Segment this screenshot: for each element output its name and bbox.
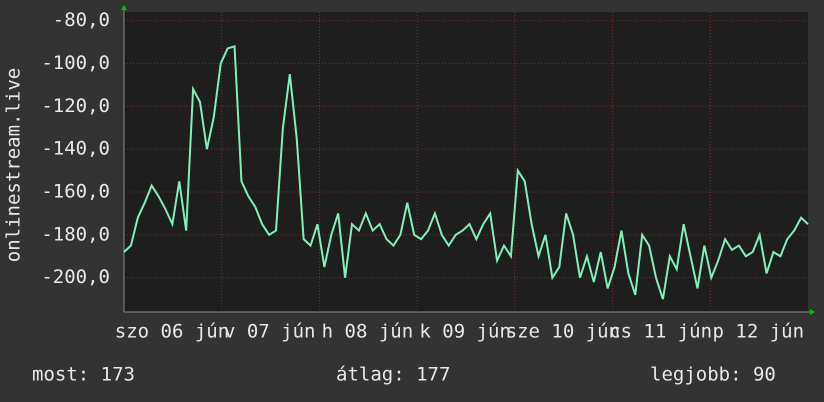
y-tick-label: -120,0	[41, 95, 110, 117]
x-tick-label: szo 06 jún	[115, 321, 229, 343]
y-axis-arrow	[121, 5, 127, 10]
x-tick-label: v 07 jún	[224, 321, 316, 343]
plot-area	[124, 12, 808, 312]
footer-best: legjobb: 90	[650, 364, 776, 386]
data-line	[123, 44, 809, 300]
x-tick-label: p 12 jún	[713, 321, 805, 343]
y-tick-label: -140,0	[41, 138, 110, 160]
footer-average: átlag: 177	[336, 364, 450, 386]
y-tick-label: -160,0	[41, 181, 110, 203]
footer-current: most: 173	[32, 364, 135, 386]
y-tick-label: -100,0	[41, 52, 110, 74]
x-tick-label: h 08 jún	[322, 321, 414, 343]
x-tick-label: k 09 jún	[419, 321, 511, 343]
y-axis-label: onlinestream.live	[3, 68, 25, 262]
y-tick-label: -80,0	[53, 9, 110, 31]
x-axis-arrow	[810, 309, 815, 315]
y-tick-label: -200,0	[41, 266, 110, 288]
x-tick-label: sze 10 jún	[506, 321, 620, 343]
x-tick-label: cs 11 jún	[609, 321, 712, 343]
y-tick-label: -180,0	[41, 223, 110, 245]
